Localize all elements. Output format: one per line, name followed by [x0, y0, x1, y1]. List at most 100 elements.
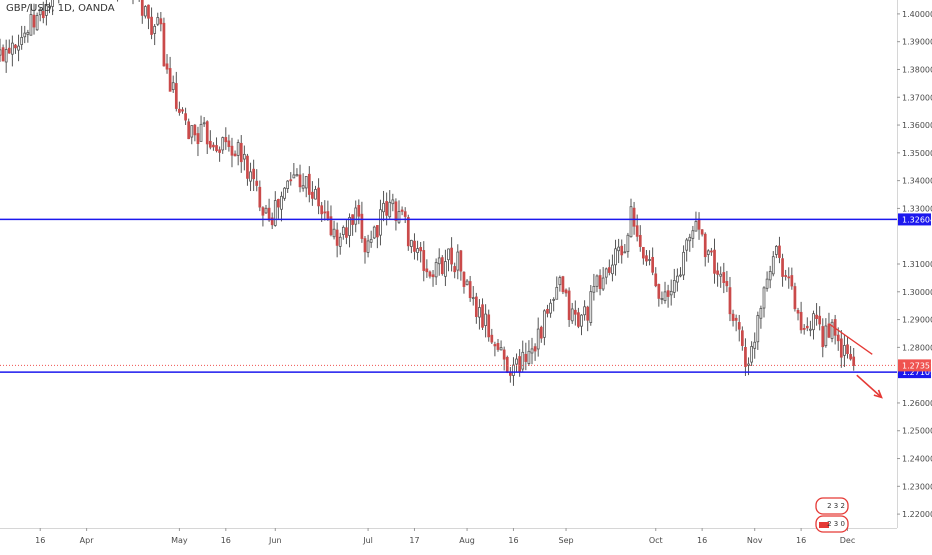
candle-up [682, 251, 685, 276]
candle-up [354, 207, 358, 225]
candle-down [839, 338, 843, 358]
candle-down [518, 356, 522, 373]
time-tick-label: 16 [796, 536, 806, 545]
time-axis[interactable]: 16 Apr May 16 Jun Jul 17 Aug 16 Sep Oct 16 Nov 16 Dec [0, 528, 897, 545]
candle-up [366, 240, 370, 253]
candle-down [849, 354, 852, 360]
candle-down [737, 322, 741, 330]
candle-down [159, 18, 163, 25]
candle-up [512, 364, 515, 376]
candle-up [286, 180, 290, 189]
candle-up [768, 271, 772, 281]
candle-up [753, 341, 757, 349]
candle-up [465, 280, 469, 286]
candle-down [474, 296, 478, 317]
candle-up [369, 238, 373, 243]
candle-up [471, 297, 475, 300]
candle-up [623, 251, 627, 254]
candle-down [815, 314, 818, 320]
price-axis-panel[interactable] [897, 0, 932, 550]
candle-down [187, 121, 191, 140]
candle-down [150, 16, 153, 35]
candle-up [332, 228, 336, 238]
candle-down [728, 287, 732, 315]
candle-up [595, 275, 599, 287]
time-tick-label: 17 [409, 536, 419, 545]
candle-up [48, 5, 51, 8]
candle-down [793, 286, 797, 310]
candle-up [558, 277, 562, 286]
candle-down [586, 306, 590, 321]
candle-up [660, 298, 664, 300]
candle-up [750, 346, 753, 363]
candle-down [564, 289, 568, 294]
candle-up [456, 251, 460, 271]
time-tick-label: 16 [35, 536, 45, 545]
candle-up [543, 310, 546, 338]
candle-up [372, 226, 376, 239]
forecast-arrow-head [873, 389, 883, 399]
candle-down [267, 207, 271, 221]
candle-down [645, 255, 648, 262]
candle-up [756, 315, 760, 343]
candle-down [400, 209, 404, 212]
candle-up [295, 174, 299, 177]
candle-down [744, 347, 747, 367]
candle-up [236, 142, 240, 156]
candle-down [505, 356, 509, 373]
descending-trendline[interactable] [828, 323, 873, 355]
candle-up [530, 348, 534, 354]
candle-up [242, 153, 246, 160]
candle-down [725, 280, 729, 287]
candle-up [391, 199, 395, 205]
candle-down [632, 207, 636, 227]
candle-down [778, 245, 781, 258]
price-axis[interactable]: 1.40000 1.39000 1.38000 1.37000 1.36000 1.350… [897, 0, 932, 550]
candle-up [221, 137, 225, 151]
candle-up [809, 328, 812, 331]
candle-down [802, 327, 806, 330]
time-tick-label: Apr [80, 536, 95, 545]
candle-down [790, 275, 794, 287]
symbol-title: GBP/USD, 1D, OANDA [6, 3, 115, 14]
candle-down [227, 140, 231, 147]
candle-up [611, 264, 614, 275]
candle-down [481, 304, 484, 328]
candle-down [635, 225, 639, 237]
candle-up [499, 347, 503, 351]
candle-up [614, 248, 617, 266]
price-tick-label: 1.40000 [902, 10, 932, 19]
candle-up [527, 350, 531, 364]
candle-down [212, 144, 215, 148]
time-tick-label: Nov [747, 536, 763, 545]
price-tick-label: 1.34000 [902, 177, 932, 186]
candle-up [583, 306, 586, 316]
candle-up [314, 189, 317, 200]
candle-up [20, 37, 24, 45]
candle-up [38, 8, 42, 16]
candle-down [168, 68, 172, 92]
forecast-arrow[interactable] [856, 374, 883, 398]
candle-down [14, 44, 17, 49]
candle-down [836, 334, 840, 342]
drawings-layer[interactable] [0, 218, 897, 399]
candle-up [478, 307, 481, 318]
candle-up [521, 351, 525, 370]
candle-down [140, 0, 144, 16]
candle-up [153, 25, 157, 34]
candle-down [561, 276, 565, 293]
candle-down [487, 314, 491, 338]
candle-down [255, 180, 259, 186]
time-tick-label: Aug [459, 536, 475, 545]
candle-down [196, 133, 200, 145]
candle-down [224, 137, 228, 143]
candle-down [215, 145, 218, 152]
candle-up [273, 200, 277, 226]
candle-up [592, 285, 596, 293]
price-tick-label: 1.33000 [902, 204, 932, 213]
candle-down [524, 353, 528, 362]
candle-down [375, 225, 379, 238]
candle-up [0, 49, 2, 56]
